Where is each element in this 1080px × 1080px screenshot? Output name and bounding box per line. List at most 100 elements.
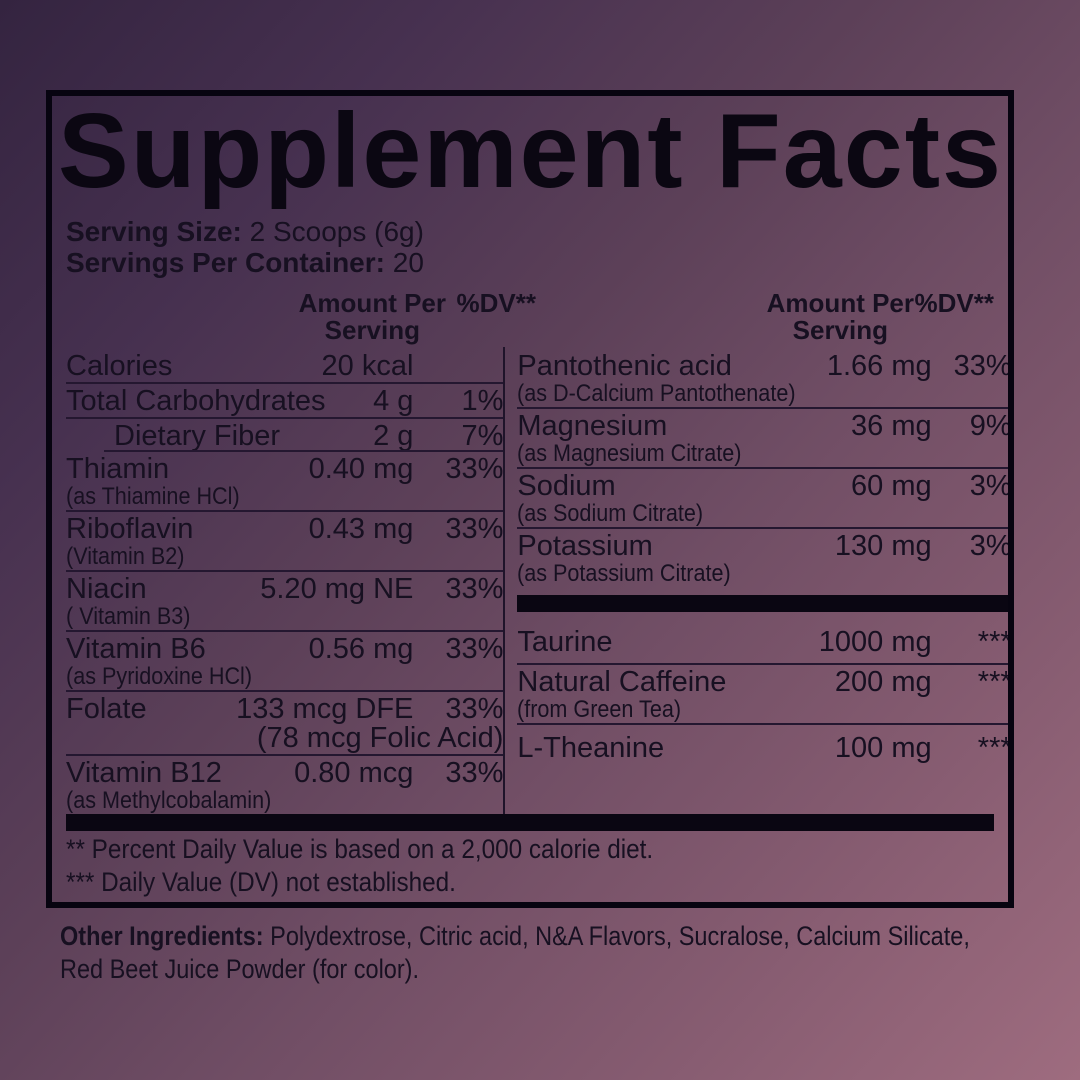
nutrient-column-left: Calories 20 kcal Total Carbohydrates 4 g… [66,347,504,814]
other-ingredients: Other Ingredients: Polydextrose, Citric … [60,920,1080,986]
nutrient-dv: 33% [445,757,504,789]
nutrient-row-dietary-fiber: Dietary Fiber 2 g 7% [66,419,504,452]
nutrient-row-sodium: Sodium (as Sodium Citrate) 60 mg 3% [517,469,1012,529]
nutrient-amount: 36 mg [851,410,932,442]
nutrient-subname: (from Green Tea) [517,696,682,723]
nutrient-dv: 33% [445,693,504,725]
nutrient-name: L-Theanine [517,732,665,764]
other-ingredients-text: Polydextrose, Citric acid, N&A Flavors, … [270,921,970,951]
servings-per-container-value: 20 [392,247,424,278]
nutrient-name: Vitamin B6 [66,633,206,665]
header-amount-per-serving: Amount Per Serving [298,288,446,345]
nutrient-columns: Calories 20 kcal Total Carbohydrates 4 g… [66,347,1008,814]
nutrient-amount: 130 mg [834,530,932,562]
nutrient-amount: 60 mg [851,470,932,502]
nutrient-dv: *** [977,666,1012,698]
header-dv: %DV** [456,288,536,318]
nutrient-amount: 20 kcal [321,350,414,382]
nutrient-amount: 200 mg [834,666,932,698]
column-header-right: Amount Per Serving %DV** [536,290,994,344]
nutrient-subname: (as Pyridoxine HCl) [66,663,253,690]
nutrient-name: Sodium [517,470,616,502]
supplement-facts-panel: Supplement Facts Serving Size: 2 Scoops … [46,90,1014,908]
nutrient-name: Folate [66,693,147,725]
nutrient-name: Thiamin [66,453,170,485]
nutrient-name: Calories [66,350,173,382]
nutrient-dv: 1% [461,385,504,417]
nutrient-dv: 33% [445,453,504,485]
nutrient-name: Total Carbohydrates [66,385,326,417]
nutrient-row-pantothenic-acid: Pantothenic acid (as D-Calcium Pantothen… [517,349,1012,409]
right-column-section-bar [517,595,1008,612]
nutrient-row-magnesium: Magnesium (as Magnesium Citrate) 36 mg 9… [517,409,1008,469]
nutrient-column-right: Pantothenic acid (as D-Calcium Pantothen… [503,347,1012,814]
nutrient-row-calories: Calories 20 kcal [66,349,504,384]
footnote-divider-bar [66,814,994,831]
serving-size-value: 2 Scoops (6g) [249,216,424,247]
nutrient-name: Pantothenic acid [517,350,732,382]
nutrient-row-vitamin-b12: Vitamin B12 (as Methylcobalamin) 0.80 mc… [66,756,503,814]
footnote-ns-note: *** Daily Value (DV) not established. [66,867,456,897]
nutrient-name: Vitamin B12 [66,757,222,789]
nutrient-dv: *** [977,732,1012,764]
servings-per-container-line: Servings Per Container: 20 [66,247,994,278]
servings-per-container-label: Servings Per Container: [66,247,385,278]
nutrient-dv: 33% [445,633,504,665]
nutrient-name: Potassium [517,530,653,562]
serving-size-line: Serving Size: 2 Scoops (6g) [66,216,994,247]
nutrient-name: Niacin [66,573,147,605]
footnotes: ** Percent Daily Value is based on a 2,0… [66,814,994,897]
nutrient-amount: 1000 mg [818,626,932,658]
nutrient-row-vitamin-b6: Vitamin B6 (as Pyridoxine HCl) 0.56 mg 3… [66,632,504,692]
nutrient-amount: 0.43 mg [308,513,414,545]
nutrient-row-niacin: Niacin ( Vitamin B3) 5.20 mg NE 33% [66,572,504,632]
nutrient-name: Dietary Fiber [114,420,280,452]
nutrient-dv: *** [977,626,1012,658]
nutrient-dv: 3% [969,470,1012,502]
nutrient-amount-detail: (78 mcg Folic Acid) [256,722,504,754]
nutrient-amount: 1.66 mg [826,350,932,382]
header-dv: %DV** [914,288,994,318]
nutrient-name: Natural Caffeine [517,666,727,698]
nutrient-row-l-theanine: L-Theanine 100 mg *** [517,725,1012,769]
nutrient-name: Riboflavin [66,513,194,545]
nutrient-row-total-carbohydrates: Total Carbohydrates 4 g 1% [66,384,504,419]
nutrient-row-folate: Folate 133 mcg DFE 33% (78 mcg Folic Aci… [66,692,504,756]
nutrient-row-taurine: Taurine 1000 mg *** [517,619,1012,665]
nutrient-row-riboflavin: Riboflavin (Vitamin B2) 0.43 mg 33% [66,512,504,572]
nutrient-dv: 3% [969,530,1012,562]
nutrient-row-natural-caffeine: Natural Caffeine (from Green Tea) 200 mg… [517,665,1012,725]
other-ingredients-line2: Red Beet Juice Powder (for color). [60,954,420,984]
footnote-dv-note: ** Percent Daily Value is based on a 2,0… [66,834,654,864]
nutrient-subname: ( Vitamin B3) [66,603,191,630]
serving-info: Serving Size: 2 Scoops (6g) Servings Per… [66,216,994,278]
nutrient-subname: (as Magnesium Citrate) [517,440,742,467]
nutrient-subname: (as D-Calcium Pantothenate) [517,380,796,407]
nutrient-subname: (Vitamin B2) [66,543,185,570]
nutrient-amount: 4 g [373,385,414,417]
nutrient-name: Taurine [517,626,613,658]
nutrient-amount: 0.56 mg [308,633,414,665]
nutrient-subname: (as Methylcobalamin) [66,787,272,814]
other-ingredients-label: Other Ingredients: [60,921,264,951]
nutrient-dv: 33% [445,513,504,545]
nutrient-dv: 33% [953,350,1012,382]
nutrient-amount: 133 mcg DFE [236,693,414,725]
nutrient-dv: 7% [461,420,504,452]
nutrient-subname: (as Potassium Citrate) [517,560,732,587]
nutrient-amount: 100 mg [834,732,932,764]
nutrient-subname: (as Thiamine HCl) [66,483,240,510]
other-ingredients-line1: Other Ingredients: Polydextrose, Citric … [60,920,1080,953]
column-headers: Amount Per Serving %DV** Amount Per Serv… [66,290,994,344]
nutrient-amount: 0.40 mg [308,453,414,485]
nutrient-row-thiamin: Thiamin (as Thiamine HCl) 0.40 mg 33% [66,452,504,512]
nutrient-amount: 5.20 mg NE [260,573,414,605]
nutrient-dv: 33% [445,573,504,605]
serving-size-label: Serving Size: [66,216,242,247]
nutrient-subname: (as Sodium Citrate) [517,500,704,527]
nutrient-amount: 0.80 mcg [294,757,414,789]
column-header-left: Amount Per Serving %DV** [66,290,536,344]
nutrient-name: Magnesium [517,410,668,442]
header-amount-per-serving: Amount Per Serving [766,288,914,345]
